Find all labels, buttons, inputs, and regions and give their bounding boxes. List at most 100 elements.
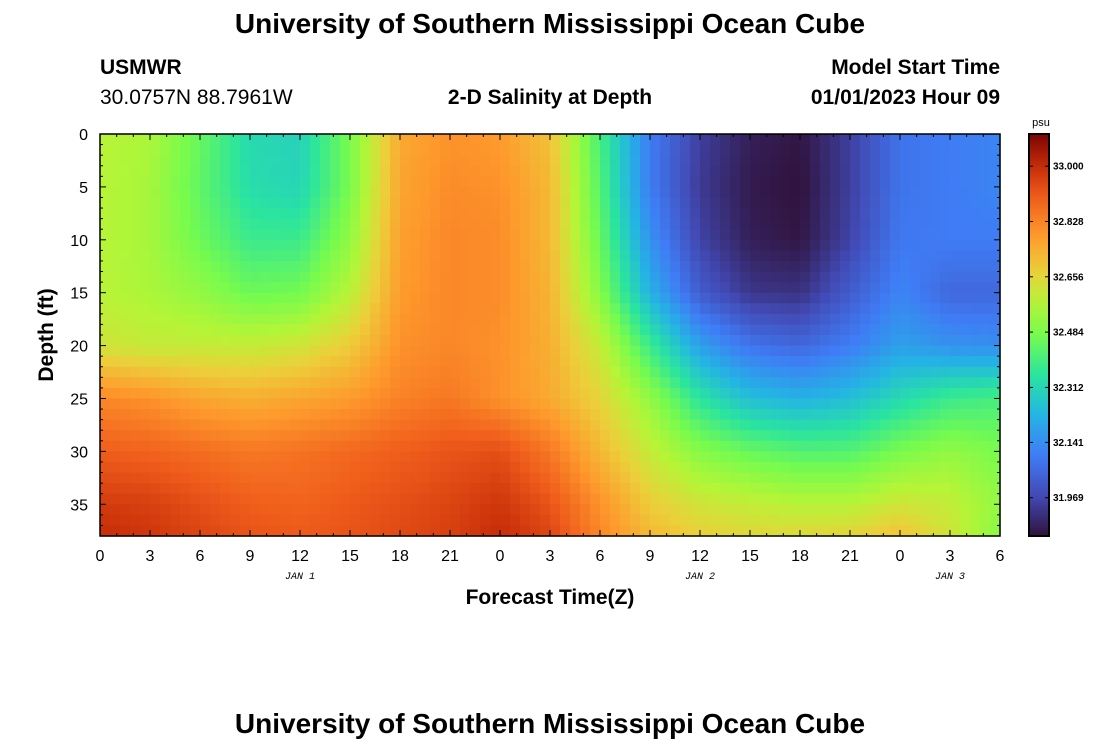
heatmap-cell <box>630 218 641 230</box>
heatmap-cell <box>340 493 351 505</box>
heatmap-cell <box>770 134 781 146</box>
heatmap-cell <box>380 504 391 516</box>
heatmap-cell <box>560 335 571 347</box>
heatmap-cell <box>480 197 491 209</box>
heatmap-cell <box>480 292 491 304</box>
heatmap-cell <box>170 525 181 537</box>
heatmap-cell <box>170 409 181 421</box>
heatmap-cell <box>580 335 591 347</box>
heatmap-cell <box>870 239 881 251</box>
heatmap-cell <box>890 271 901 283</box>
heatmap-cell <box>130 313 141 326</box>
heatmap-cell <box>330 324 341 336</box>
heatmap-cell <box>420 260 431 273</box>
heatmap-cell <box>210 409 221 421</box>
heatmap-cell <box>700 483 711 495</box>
heatmap-cell <box>290 229 301 241</box>
heatmap-cell <box>730 144 741 156</box>
heatmap-cell <box>450 155 461 167</box>
heatmap-cell <box>590 525 601 537</box>
y-tick-label: 30 <box>70 444 88 461</box>
heatmap-cell <box>470 197 481 209</box>
heatmap-cell <box>860 335 871 347</box>
heatmap-cell <box>310 398 321 410</box>
heatmap-cell <box>460 303 471 315</box>
heatmap-cell <box>310 208 321 220</box>
heatmap-cell <box>280 335 291 347</box>
heatmap-cell <box>730 387 741 400</box>
heatmap-cell <box>510 165 521 177</box>
heatmap-cell <box>780 451 791 463</box>
heatmap-cell <box>890 303 901 315</box>
heatmap-cell <box>430 313 441 326</box>
heatmap-cell <box>250 260 261 273</box>
heatmap-cell <box>540 303 551 315</box>
heatmap-cell <box>770 483 781 495</box>
y-tick-label: 15 <box>70 286 88 303</box>
heatmap-cell <box>640 155 651 167</box>
heatmap-cell <box>460 440 471 452</box>
heatmap-cell <box>740 514 751 527</box>
heatmap-cell <box>670 208 681 220</box>
heatmap-cell <box>520 345 531 357</box>
heatmap-cell <box>170 398 181 410</box>
heatmap-cell <box>790 504 801 516</box>
heatmap-cell <box>890 239 901 251</box>
heatmap-cell <box>540 250 551 262</box>
heatmap-cell <box>340 430 351 442</box>
heatmap-cell <box>570 483 581 495</box>
heatmap-cell <box>590 440 601 452</box>
heatmap-cell <box>890 483 901 495</box>
heatmap-cell <box>770 472 781 484</box>
heatmap-cell <box>150 419 161 431</box>
heatmap-cell <box>700 461 711 474</box>
heatmap-cell <box>620 197 631 209</box>
heatmap-cell <box>760 176 771 188</box>
heatmap-cell <box>470 218 481 230</box>
heatmap-cell <box>480 514 491 527</box>
heatmap-cell <box>140 398 151 410</box>
heatmap-cell <box>810 218 821 230</box>
heatmap-cell <box>960 398 971 410</box>
heatmap-cell <box>960 483 971 495</box>
heatmap-cell <box>650 208 661 220</box>
heatmap-cell <box>640 218 651 230</box>
heatmap-cell <box>510 144 521 156</box>
heatmap-cell <box>730 377 741 389</box>
heatmap-cell <box>220 398 231 410</box>
heatmap-cell <box>770 345 781 357</box>
heatmap-cell <box>240 345 251 357</box>
heatmap-cell <box>830 208 841 220</box>
heatmap-cell <box>630 324 641 336</box>
heatmap-cell <box>690 472 701 484</box>
heatmap-cell <box>950 229 961 241</box>
heatmap-cell <box>670 197 681 209</box>
heatmap-cell <box>700 218 711 230</box>
heatmap-cell <box>630 504 641 516</box>
heatmap-cell <box>230 250 241 262</box>
heatmap-cell <box>490 377 501 389</box>
heatmap-cell <box>980 186 991 199</box>
heatmap-cell <box>420 451 431 463</box>
heatmap-cell <box>440 208 451 220</box>
heatmap-cell <box>380 197 391 209</box>
heatmap-cell <box>220 514 231 527</box>
heatmap-cell <box>160 186 171 199</box>
heatmap-cell <box>580 165 591 177</box>
heatmap-cell <box>330 345 341 357</box>
colorbar-tick-label: 32.312 <box>1053 383 1084 394</box>
heatmap-cell <box>820 451 831 463</box>
heatmap-cell <box>110 430 121 442</box>
heatmap-cell <box>800 250 811 262</box>
heatmap-cell <box>330 260 341 273</box>
heatmap-cell <box>910 186 921 199</box>
heatmap-cell <box>170 483 181 495</box>
heatmap-cell <box>180 451 191 463</box>
heatmap-cell <box>690 461 701 474</box>
heatmap-cell <box>600 239 611 251</box>
heatmap-cell <box>640 271 651 283</box>
heatmap-cell <box>280 472 291 484</box>
heatmap-cell <box>900 292 911 304</box>
heatmap-cell <box>150 483 161 495</box>
